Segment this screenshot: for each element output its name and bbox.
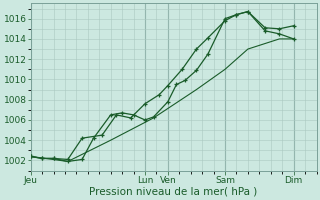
X-axis label: Pression niveau de la mer( hPa ): Pression niveau de la mer( hPa ) [90, 187, 258, 197]
